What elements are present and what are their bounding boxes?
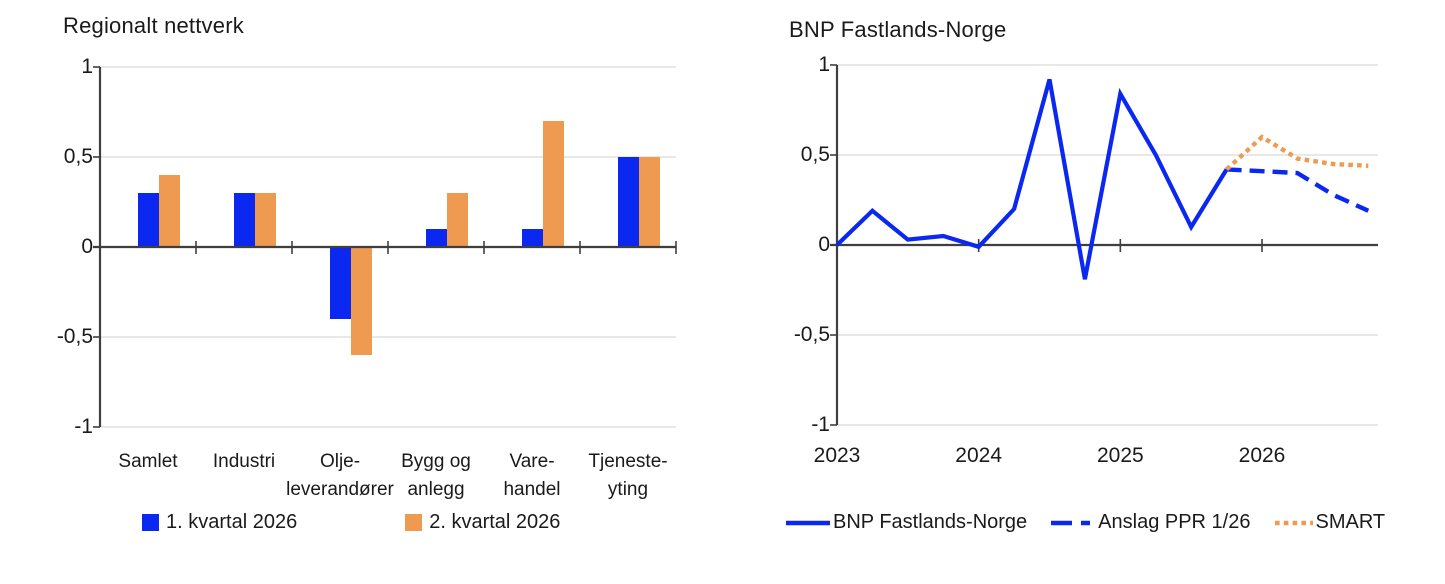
- bar-1-kvartal-2026-cat5: [522, 229, 543, 247]
- legend-label: Anslag PPR 1/26: [1098, 511, 1251, 533]
- y-tick-label: -0,5: [793, 323, 830, 346]
- category-label: Olje- leverandører: [286, 451, 394, 500]
- y-tick-label: -0,5: [56, 325, 93, 348]
- legend-label: 1. kvartal 2026: [166, 511, 298, 533]
- legend-label: BNP Fastlands-Norge: [833, 511, 1028, 533]
- legend-label: 2. kvartal 2026: [429, 511, 561, 533]
- bar-1-kvartal-2026-cat4: [426, 229, 447, 247]
- regional-network-bar-chart: [93, 66, 677, 428]
- x-tick-label: 2024: [955, 444, 1003, 467]
- legend-swatch-dotted-line: [1274, 520, 1313, 525]
- line-anslag-ppr-1-26: [1226, 167, 1370, 213]
- bar-1-kvartal-2026-cat3: [330, 247, 351, 319]
- bar-2-kvartal-2026-cat4: [447, 193, 468, 247]
- legend-item: 2. kvartal 2026: [405, 511, 560, 534]
- left-chart-legend: 1. kvartal 2026 2. kvartal 2026: [142, 511, 560, 534]
- y-tick-label: -1: [811, 413, 830, 436]
- legend-swatch-solid-line: [786, 520, 830, 525]
- y-tick-label: 1: [818, 53, 830, 76]
- legend-item: 1. kvartal 2026: [142, 511, 297, 534]
- category-label: Industri: [212, 451, 276, 472]
- y-tick-label: 0: [818, 233, 830, 256]
- category-label: Vare- handel: [503, 451, 561, 500]
- bar-2-kvartal-2026-cat5: [543, 121, 564, 247]
- category-label: Samlet: [118, 451, 178, 472]
- bar-series-1: [138, 157, 639, 319]
- y-tick-label: 1: [81, 55, 93, 78]
- legend-label: SMART: [1315, 511, 1386, 533]
- bar-1-kvartal-2026-cat2: [234, 193, 255, 247]
- bnp-line-chart: [830, 64, 1378, 426]
- category-label: Bygg og anlegg: [401, 451, 471, 500]
- bar-1-kvartal-2026-cat6: [618, 157, 639, 247]
- y-tick-label: 0,5: [800, 143, 830, 166]
- legend-item: Anslag PPR 1/26: [1051, 511, 1251, 534]
- category-label: Tjeneste- yting: [588, 451, 668, 500]
- bar-2-kvartal-2026-cat6: [639, 157, 660, 247]
- x-tick-label: 2023: [813, 444, 861, 467]
- bar-2-kvartal-2026-cat3: [351, 247, 372, 355]
- bar-2-kvartal-2026-cat1: [159, 175, 180, 247]
- right-chart-legend: BNP Fastlands-Norge Anslag PPR 1/26 SMART: [786, 511, 1385, 534]
- y-tick-label: 0: [81, 235, 93, 258]
- legend-swatch-blue: [142, 514, 159, 531]
- legend-item: SMART: [1274, 511, 1386, 534]
- y-tick-label: 0,5: [63, 145, 93, 168]
- x-tick-label: 2025: [1096, 444, 1144, 467]
- y-tick-label: -1: [74, 415, 93, 438]
- bar-series-2: [159, 121, 660, 355]
- legend-swatch-dashed-line: [1051, 520, 1096, 525]
- legend-item: BNP Fastlands-Norge: [786, 511, 1027, 534]
- legend-swatch-orange: [405, 514, 423, 531]
- bar-2-kvartal-2026-cat2: [255, 193, 276, 247]
- left-chart-title: Regionalt nettverk: [63, 13, 244, 38]
- line-bnp-fastlands-norge: [835, 78, 1229, 280]
- bar-1-kvartal-2026-cat1: [138, 193, 159, 247]
- line-smart: [1225, 134, 1369, 172]
- right-chart-title: BNP Fastlands-Norge: [789, 17, 1007, 42]
- x-tick-label: 2026: [1238, 444, 1286, 467]
